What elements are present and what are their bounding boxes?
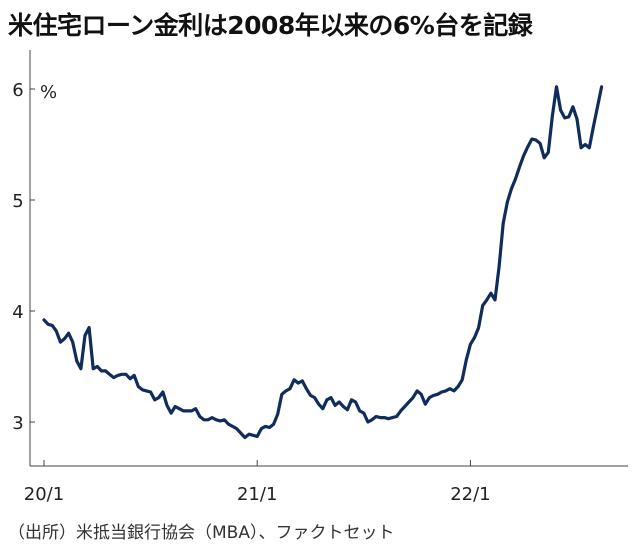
y-tick-label: 5 (12, 191, 23, 212)
chart-title: 米住宅ローン金利は2008年以来の6%台を記録 (8, 11, 533, 40)
y-tick-label: 4 (12, 302, 23, 323)
chart-axes (29, 50, 628, 467)
x-tick-label: 22/1 (450, 484, 490, 505)
y-tick-labels: 3 4 5 6 (12, 80, 35, 434)
source-note: （出所）米抵当銀行協会（MBA）、ファクトセット (8, 523, 395, 543)
y-tick-label: 6 (12, 80, 23, 101)
x-tick-label: 21/1 (237, 484, 277, 505)
x-ticks: 20/1 21/1 22/1 (24, 460, 491, 505)
series-group (42, 85, 604, 440)
x-tick-label: 20/1 (24, 484, 64, 505)
unit-label: % (40, 82, 57, 103)
mortgage-rate-line (42, 85, 604, 440)
y-tick-label: 3 (12, 413, 23, 434)
